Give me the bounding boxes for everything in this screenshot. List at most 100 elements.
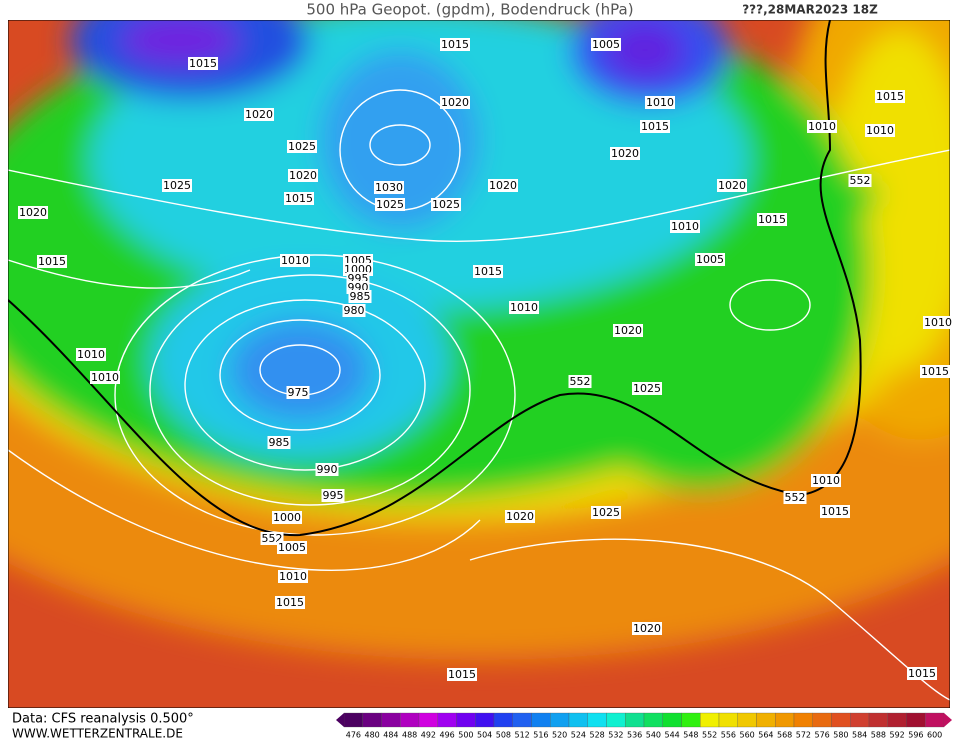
isobar-label: 1015	[448, 668, 476, 681]
isobar-label: 1020	[19, 206, 47, 219]
legend-swatch	[400, 712, 420, 728]
label-box	[717, 179, 747, 192]
label-box	[284, 192, 314, 205]
label-box	[277, 541, 307, 554]
isobar-label: 1015	[276, 596, 304, 609]
isobar-label: 1010	[808, 120, 836, 133]
legend-swatch	[643, 712, 663, 728]
label-box	[375, 198, 405, 211]
legend-swatch	[925, 712, 945, 728]
isobar-label: 1025	[288, 140, 316, 153]
legend-label: 536	[627, 731, 642, 740]
legend-label: 496	[439, 731, 454, 740]
legend-swatch	[362, 712, 382, 728]
legend-label: 576	[814, 731, 829, 740]
isobar-label: 1015	[758, 213, 786, 226]
label-box	[920, 365, 950, 378]
legend-swatch	[700, 712, 720, 728]
isobar-label: 995	[323, 489, 344, 502]
legend-arrow-left	[336, 713, 344, 727]
label-box	[244, 108, 274, 121]
legend-label: 512	[514, 731, 529, 740]
legend-swatch	[681, 712, 701, 728]
legend-swatch	[793, 712, 813, 728]
label-box	[875, 90, 905, 103]
legend-label: 592	[889, 731, 904, 740]
label-box	[640, 120, 670, 133]
legend-label: 564	[758, 731, 773, 740]
isobar-label: 1015	[38, 255, 66, 268]
label-box	[267, 436, 291, 449]
legend-label: 540	[646, 731, 661, 740]
isobar-label: 1020	[633, 622, 661, 635]
isobar-label: 552	[785, 491, 806, 504]
label-box	[907, 667, 937, 680]
legend-label: 524	[571, 731, 586, 740]
legend-swatch	[737, 712, 757, 728]
legend-label: 520	[552, 731, 567, 740]
label-box	[811, 474, 841, 487]
label-box	[509, 301, 539, 314]
legend-swatch	[493, 712, 513, 728]
isobar-label: 1000	[273, 511, 301, 524]
isobar-label: 1015	[641, 120, 669, 133]
legend-swatch	[831, 712, 851, 728]
isobar-label: 980	[344, 304, 365, 317]
label-box	[18, 206, 48, 219]
label-box	[783, 491, 807, 504]
isobar-label: 552	[850, 174, 871, 187]
label-box	[591, 506, 621, 519]
isobar-label: 1005	[278, 541, 306, 554]
legend-label: 600	[927, 731, 942, 740]
legend-label: 596	[908, 731, 923, 740]
isobar-label: 552	[570, 375, 591, 388]
legend-swatch	[587, 712, 607, 728]
isobars	[8, 89, 950, 701]
isobar-label: 1010	[279, 570, 307, 583]
label-box	[90, 371, 120, 384]
data-source: Data: CFS reanalysis 0.500°	[12, 712, 194, 727]
label-box	[288, 169, 318, 182]
label-box	[272, 511, 302, 524]
label-box	[670, 220, 700, 233]
isobar-label: 1010	[866, 124, 894, 137]
isobar-label: 1020	[441, 96, 469, 109]
isobar-label: 1005	[592, 38, 620, 51]
label-box	[632, 622, 662, 635]
label-box	[505, 510, 535, 523]
legend-swatch	[718, 712, 738, 728]
label-box	[348, 290, 372, 303]
isobar-label: 1015	[908, 667, 936, 680]
legend-label: 572	[796, 731, 811, 740]
legend-label: 532	[608, 731, 623, 740]
legend-label: 508	[496, 731, 511, 740]
legend-swatch	[381, 712, 401, 728]
legend-swatch	[850, 712, 870, 728]
legend-label: 488	[402, 731, 417, 740]
legend-swatch	[512, 712, 532, 728]
legend-label: 584	[852, 731, 867, 740]
legend-arrow-right	[944, 713, 952, 727]
map-date: ???,28MAR2023 18Z	[742, 3, 878, 17]
isobar-label: 1015	[821, 505, 849, 518]
isobar-label: 1005	[696, 253, 724, 266]
label-box	[188, 57, 218, 70]
label-box	[37, 255, 67, 268]
isobar-label: 1010	[812, 474, 840, 487]
isobar-label: 1015	[921, 365, 949, 378]
isobar-label: 1020	[611, 147, 639, 160]
legend-swatch	[775, 712, 795, 728]
legend-swatch	[437, 712, 457, 728]
isobar-label: 1025	[432, 198, 460, 211]
isobar-label: 1010	[671, 220, 699, 233]
legend-swatch	[456, 712, 476, 728]
isobar-label: 975	[288, 386, 309, 399]
label-box	[431, 198, 461, 211]
legend-swatch	[550, 712, 570, 728]
legend-label: 580	[833, 731, 848, 740]
legend-label: 504	[477, 731, 492, 740]
label-box	[440, 38, 470, 51]
isobar-label: 1015	[876, 90, 904, 103]
legend-swatch	[568, 712, 588, 728]
